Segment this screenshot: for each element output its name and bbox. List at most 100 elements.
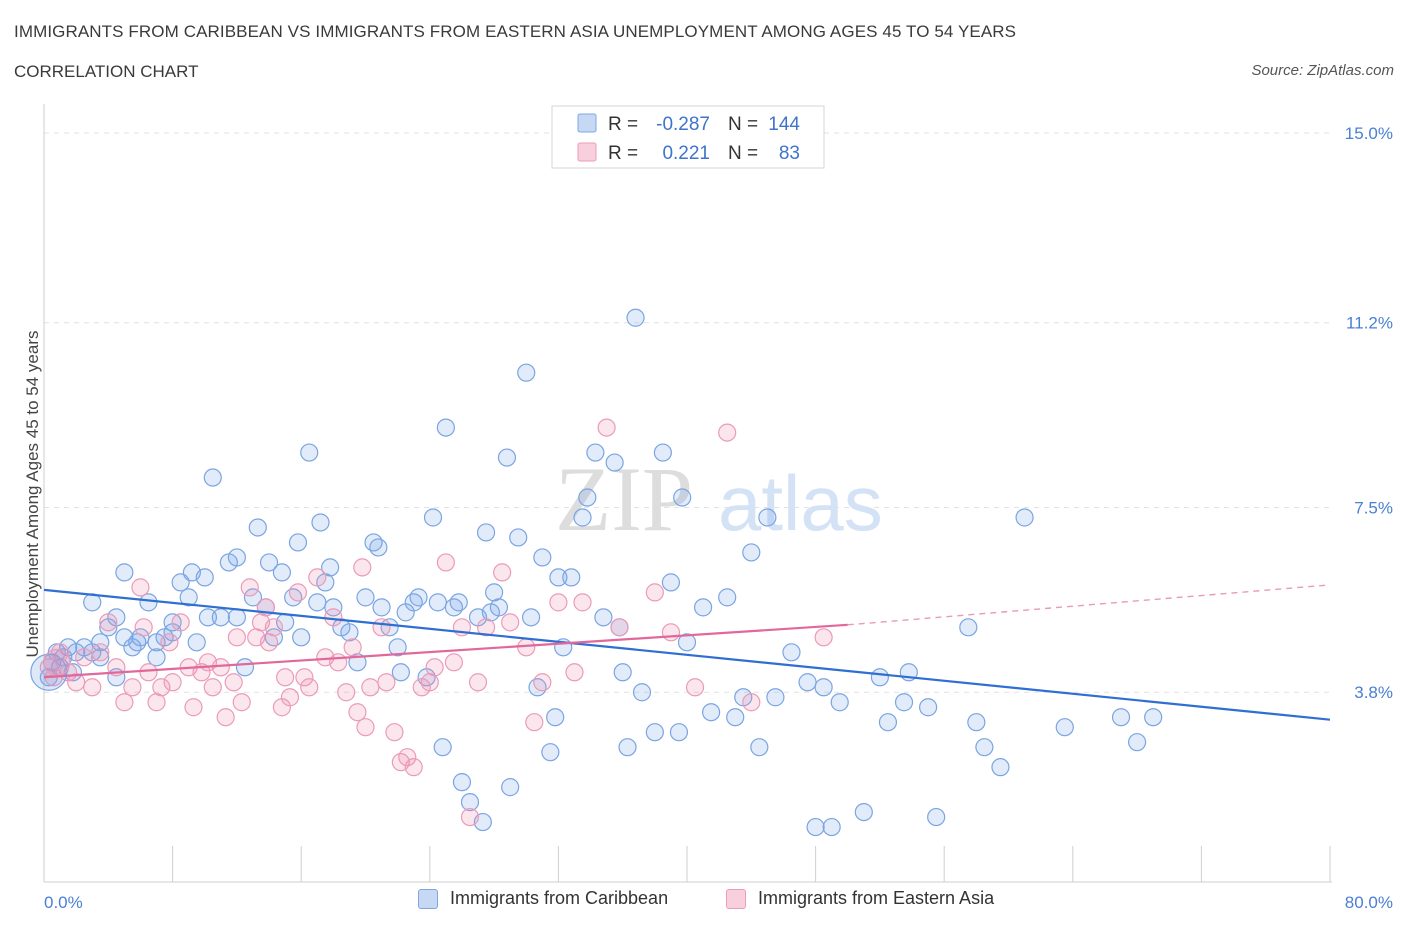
point-s0-106 — [653, 443, 672, 462]
point-s0-61 — [372, 598, 391, 617]
series-0-points — [39, 308, 1163, 837]
point-s0-122 — [806, 817, 825, 837]
chart-subtitle: CORRELATION CHART — [14, 62, 199, 81]
point-s1-26 — [216, 708, 235, 727]
point-s0-114 — [726, 708, 745, 727]
point-s0-39 — [243, 588, 263, 607]
point-s1-82 — [814, 628, 833, 647]
point-s0-10 — [91, 648, 110, 667]
point-s1-80 — [718, 423, 737, 442]
y-tick-labels: 15.0% 11.2% 7.5% 3.8% — [1345, 124, 1393, 702]
point-s0-42 — [259, 553, 279, 572]
point-s0-123 — [814, 678, 833, 697]
point-s0-67 — [409, 588, 428, 607]
point-s1-62 — [444, 653, 464, 672]
point-s1-2 — [50, 643, 70, 662]
point-s0-96 — [578, 488, 597, 507]
point-s0-85 — [509, 528, 528, 547]
point-s0-75 — [452, 773, 472, 792]
point-s0-109 — [673, 488, 692, 507]
point-s0-56 — [340, 623, 359, 642]
point-s0-71 — [433, 738, 452, 757]
point-s1-49 — [353, 558, 372, 577]
y-tick-label-2: 7.5% — [1354, 498, 1393, 517]
point-s0-136 — [991, 758, 1010, 777]
stats-swatch-caribbean — [577, 113, 597, 133]
point-s1-60 — [425, 658, 444, 677]
point-s0-79 — [476, 523, 496, 542]
stats-legend: R = -0.287 N = 144 R = 0.221 N = 83 — [551, 105, 825, 169]
point-s0-132 — [927, 807, 946, 827]
point-s1-39 — [288, 583, 308, 602]
point-s1-66 — [476, 618, 496, 637]
trend-line-caribbean — [43, 588, 1331, 721]
watermark-zip: ZIP — [555, 448, 693, 550]
point-s1-46 — [337, 683, 356, 702]
point-s1-79 — [685, 678, 705, 697]
point-s0-126 — [854, 802, 873, 822]
stats-swatch-eastern-asia — [577, 142, 597, 162]
point-s0-118 — [758, 508, 777, 527]
stats-n-value-2: 83 — [779, 143, 800, 164]
point-s0-112 — [702, 703, 721, 722]
point-s0-89 — [533, 548, 552, 567]
trend-line-eastern-asia — [43, 623, 848, 679]
axes — [43, 104, 1332, 883]
point-s0-133 — [959, 618, 978, 637]
y-tick-label-1: 11.2% — [1346, 314, 1393, 333]
point-s0-127 — [870, 668, 890, 687]
point-s1-47 — [343, 638, 362, 657]
point-s1-76 — [610, 618, 629, 637]
point-s0-12 — [91, 633, 110, 652]
point-s1-53 — [377, 673, 396, 692]
x-tick-label-min: 0.0% — [44, 893, 83, 912]
point-s1-27 — [224, 673, 243, 692]
point-s0-105 — [645, 723, 664, 742]
point-s1-48 — [348, 703, 367, 722]
point-s1-77 — [645, 583, 664, 602]
point-s0-94 — [562, 568, 581, 587]
y-tick-label-0: 15.0% — [1345, 124, 1393, 143]
stats-n-label-2: N = — [728, 143, 758, 164]
point-s0-48 — [292, 628, 311, 647]
point-s1-52 — [372, 618, 391, 637]
point-s0-73 — [444, 598, 464, 617]
point-s1-29 — [232, 693, 251, 712]
point-s0-125 — [830, 693, 849, 712]
stats-n-label-1: N = — [728, 114, 758, 135]
point-s0-121 — [798, 673, 817, 692]
point-s1-59 — [420, 673, 439, 692]
y-axis-title: Unemployment Among Ages 45 to 54 years — [23, 331, 42, 658]
point-s0-119 — [766, 688, 785, 707]
point-s1-45 — [329, 653, 348, 672]
point-s0-33 — [203, 468, 222, 487]
watermark-atlas: atlas — [718, 459, 883, 547]
point-s1-34 — [259, 633, 279, 652]
y-tick-label-3: 3.8% — [1354, 683, 1393, 702]
point-s1-12 — [131, 578, 150, 597]
point-s1-17 — [160, 633, 179, 652]
point-s0-36 — [227, 548, 246, 567]
point-s0-34 — [211, 608, 230, 627]
stats-r-value-2: 0.221 — [662, 143, 710, 164]
point-s0-46 — [284, 588, 303, 607]
point-s0-72 — [436, 418, 455, 437]
point-s0-21 — [139, 593, 158, 612]
point-s0-74 — [449, 593, 468, 612]
point-s0-128 — [878, 713, 898, 732]
legend-label-caribbean: Immigrants from Caribbean — [450, 888, 669, 908]
point-s0-49 — [300, 443, 319, 462]
point-s0-50 — [308, 593, 327, 612]
point-s0-117 — [750, 738, 769, 757]
chart-title: IMMIGRANTS FROM CARIBBEAN VS IMMIGRANTS … — [14, 22, 1017, 41]
point-s0-113 — [718, 588, 737, 607]
point-s1-18 — [163, 673, 182, 692]
point-s0-64 — [391, 663, 410, 682]
x-tick-labels: 0.0% 80.0% — [44, 893, 1393, 912]
point-s0-32 — [198, 608, 218, 627]
point-s0-69 — [423, 508, 443, 527]
point-s0-129 — [894, 693, 914, 712]
point-s1-14 — [139, 663, 158, 682]
point-s0-19 — [128, 633, 147, 652]
point-s0-59 — [364, 533, 383, 552]
